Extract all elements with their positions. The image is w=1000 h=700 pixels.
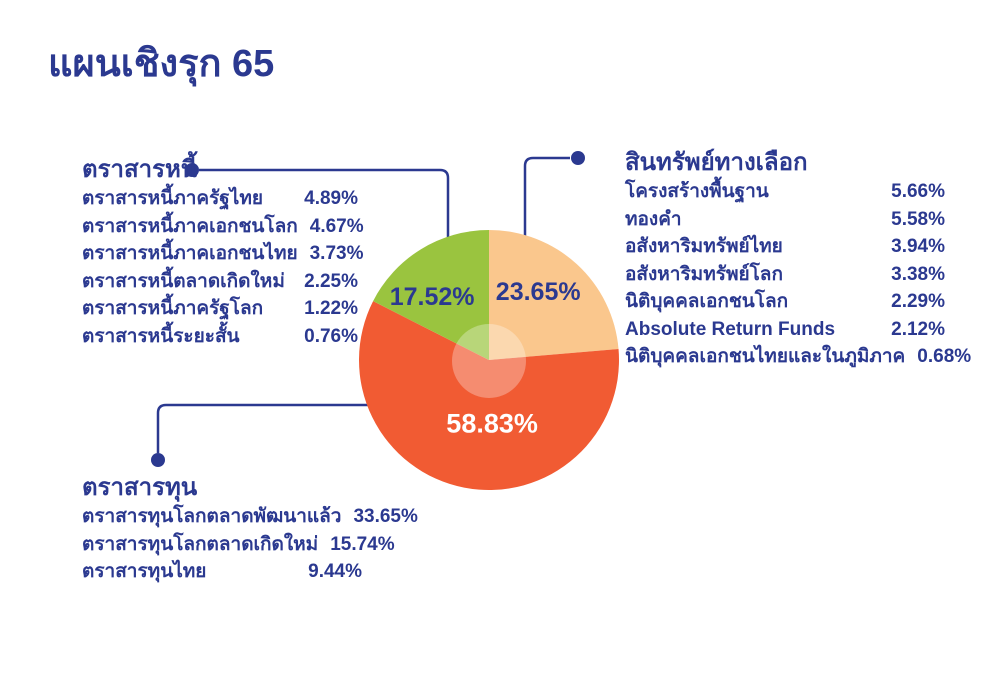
item-value: 2.25% [304, 270, 358, 292]
item-value: 33.65% [353, 506, 418, 527]
item-value: 2.29% [891, 291, 945, 312]
callout-equity-line [156, 403, 380, 453]
page-title: แผนเชิงรุก 65 [48, 43, 275, 85]
list-item: ตราสารหนี้ภาครัฐไทย 4.89% [82, 185, 358, 213]
list-item: อสังหาริมทรัพย์โลก 3.38% [625, 261, 945, 289]
item-label: ตราสารหนี้ภาคเอกชนโลก [82, 215, 298, 237]
group-alternative-list: โครงสร้างพื้นฐาน 5.66% ทองคำ 5.58% อสังหาริม… [625, 178, 971, 371]
item-label: ตราสารหนี้ตลาดเกิดใหม่ [82, 270, 285, 292]
list-item: ตราสารหนี้ตลาดเกิดใหม่ 2.25% [82, 268, 358, 296]
callout-alternative-dot [571, 151, 585, 165]
list-item: ตราสารหนี้ภาคเอกชนไทย 3.73% [82, 240, 363, 268]
item-value: 15.74% [330, 533, 395, 555]
group-debt-header: ตราสารหนี้ [82, 156, 198, 183]
item-label: ตราสารทุนไทย [82, 561, 207, 582]
list-item: ตราสารทุนไทย 9.44% [82, 558, 362, 586]
list-item: ตราสารหนี้ภาครัฐโลก 1.22% [82, 295, 358, 323]
list-item: Absolute Return Funds 2.12% [625, 316, 945, 344]
group-alternative-header: สินทรัพย์ทางเลือก [625, 149, 808, 176]
group-equity-list: ตราสารทุนโลกตลาดพัฒนาแล้ว 33.65% ตราสารทุน… [82, 503, 418, 586]
item-label: Absolute Return Funds [625, 318, 836, 340]
group-debt: ตราสารหนี้ ตราสารหนี้ภาครัฐไทย 4.89% ตราสา… [82, 155, 364, 351]
item-label: โครงสร้างพื้นฐาน [625, 181, 769, 202]
item-value: 3.94% [891, 236, 945, 257]
item-value: 3.38% [891, 263, 945, 285]
list-item: โครงสร้างพื้นฐาน 5.66% [625, 178, 945, 206]
group-alternative: สินทรัพย์ทางเลือก โครงสร้างพื้นฐาน 5.66% ท… [625, 148, 971, 371]
item-value: 2.12% [891, 318, 945, 340]
callout-debt-line [199, 168, 450, 245]
item-value: 5.66% [891, 181, 945, 202]
list-item: ตราสารทุนโลกตลาดพัฒนาแล้ว 33.65% [82, 503, 418, 531]
item-value: 1.22% [304, 298, 358, 319]
pie-slice-2 [373, 230, 489, 360]
item-label: ตราสารทุนโลกตลาดเกิดใหม่ [82, 533, 319, 555]
item-value: 5.58% [891, 208, 945, 230]
callout-debt-dot [185, 163, 199, 177]
list-item: อสังหาริมทรัพย์ไทย 3.94% [625, 233, 945, 261]
item-label: ตราสารทุนโลกตลาดพัฒนาแล้ว [82, 506, 342, 527]
list-item: ตราสารหนี้ภาคเอกชนโลก 4.67% [82, 213, 364, 241]
list-item: นิติบุคคลเอกชนโลก 2.29% [625, 288, 945, 316]
item-value: 4.89% [304, 188, 358, 209]
slice-label-0: 23.65% [496, 278, 581, 306]
item-value: 4.67% [309, 215, 364, 237]
item-value: 0.68% [917, 346, 972, 367]
item-value: 3.73% [309, 243, 364, 264]
pie-center-overlay [452, 324, 526, 398]
list-item: ทองคำ 5.58% [625, 206, 945, 234]
item-label: ตราสารหนี้ภาคเอกชนไทย [82, 243, 298, 264]
pie-slice-0 [489, 230, 619, 360]
list-item: นิติบุคคลเอกชนไทยและในภูมิภาค 0.68% [625, 343, 971, 371]
item-value: 0.76% [304, 325, 358, 347]
item-label: นิติบุคคลเอกชนไทยและในภูมิภาค [625, 346, 906, 367]
item-label: อสังหาริมทรัพย์โลก [625, 263, 783, 285]
item-label: ตราสารหนี้ภาครัฐไทย [82, 188, 264, 209]
item-label: อสังหาริมทรัพย์ไทย [625, 236, 783, 257]
group-equity-header: ตราสารทุน [82, 474, 198, 501]
group-equity: ตราสารทุน ตราสารทุนโลกตลาดพัฒนาแล้ว 33.65… [82, 473, 418, 586]
item-label: ตราสารหนี้ระยะสั้น [82, 325, 240, 347]
item-label: ตราสารหนี้ภาครัฐโลก [82, 298, 264, 319]
callout-equity-dot [151, 453, 165, 467]
item-label: ทองคำ [625, 208, 682, 230]
group-debt-list: ตราสารหนี้ภาครัฐไทย 4.89% ตราสารหนี้ภาคเอก… [82, 185, 364, 351]
callout-alternative-line [523, 156, 570, 245]
item-value: 9.44% [308, 561, 362, 582]
pie-slice-1 [358, 301, 619, 491]
list-item: ตราสารทุนโลกตลาดเกิดใหม่ 15.74% [82, 531, 395, 559]
slice-label-1: 58.83% [446, 408, 538, 438]
list-item: ตราสารหนี้ระยะสั้น 0.76% [82, 323, 358, 351]
item-label: นิติบุคคลเอกชนโลก [625, 291, 789, 312]
slice-label-2: 17.52% [390, 283, 475, 311]
